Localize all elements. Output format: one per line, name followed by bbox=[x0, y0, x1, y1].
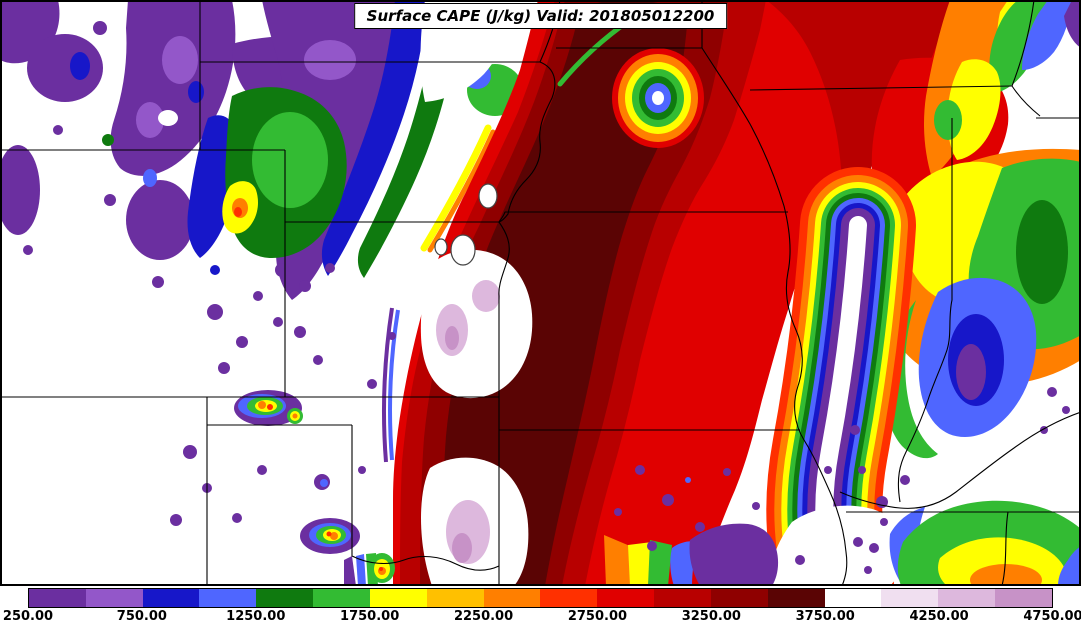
colorbar-tick-label: 4750.00 bbox=[1023, 609, 1081, 624]
colorbar-tick-label: 4250.00 bbox=[909, 609, 969, 624]
map-frame bbox=[0, 0, 1081, 586]
colorbar-segment-8 bbox=[483, 589, 541, 607]
colorbar-segment-2 bbox=[142, 589, 200, 607]
colorbar-segment-17 bbox=[995, 589, 1052, 607]
colorbar-segment-14 bbox=[824, 589, 882, 607]
map-title: Surface CAPE (J/kg) Valid: 201805012200 bbox=[353, 3, 728, 29]
colorbar-segment-12 bbox=[710, 589, 768, 607]
cape-map bbox=[0, 0, 1081, 586]
colorbar-segment-15 bbox=[881, 589, 939, 607]
colorbar bbox=[28, 588, 1053, 608]
colorbar-tick-label: 3750.00 bbox=[795, 609, 855, 624]
colorbar-tick-label: 250.00 bbox=[2, 609, 54, 624]
colorbar-segment-6 bbox=[369, 589, 427, 607]
colorbar-segment-10 bbox=[597, 589, 655, 607]
colorbar-segment-7 bbox=[426, 589, 484, 607]
colorbar-tick-label: 2250.00 bbox=[453, 609, 514, 624]
colorbar-segment-13 bbox=[767, 589, 825, 607]
colorbar-labels: 250.00 750.00 1250.00 1750.00 2250.00 2750.00… bbox=[0, 609, 1081, 633]
colorbar-tick-label: 1250.00 bbox=[226, 609, 286, 624]
cape-filled-contours bbox=[0, 0, 1081, 586]
colorbar-tick-label: 3250.00 bbox=[681, 609, 741, 624]
colorbar-segment-1 bbox=[85, 589, 143, 607]
colorbar-tick-label: 1750.00 bbox=[340, 609, 400, 624]
colorbar-tick-label: 2750.00 bbox=[567, 609, 628, 624]
colorbar-segment-4 bbox=[256, 589, 314, 607]
colorbar-segment-16 bbox=[938, 589, 996, 607]
colorbar-segment-0 bbox=[29, 589, 86, 607]
state-borders bbox=[0, 0, 1081, 586]
colorbar-segment-3 bbox=[199, 589, 257, 607]
colorbar-segment-9 bbox=[540, 589, 598, 607]
colorbar-segment-11 bbox=[654, 589, 711, 607]
colorbar-tick-label: 750.00 bbox=[116, 609, 167, 624]
colorbar-segment-5 bbox=[313, 589, 370, 607]
